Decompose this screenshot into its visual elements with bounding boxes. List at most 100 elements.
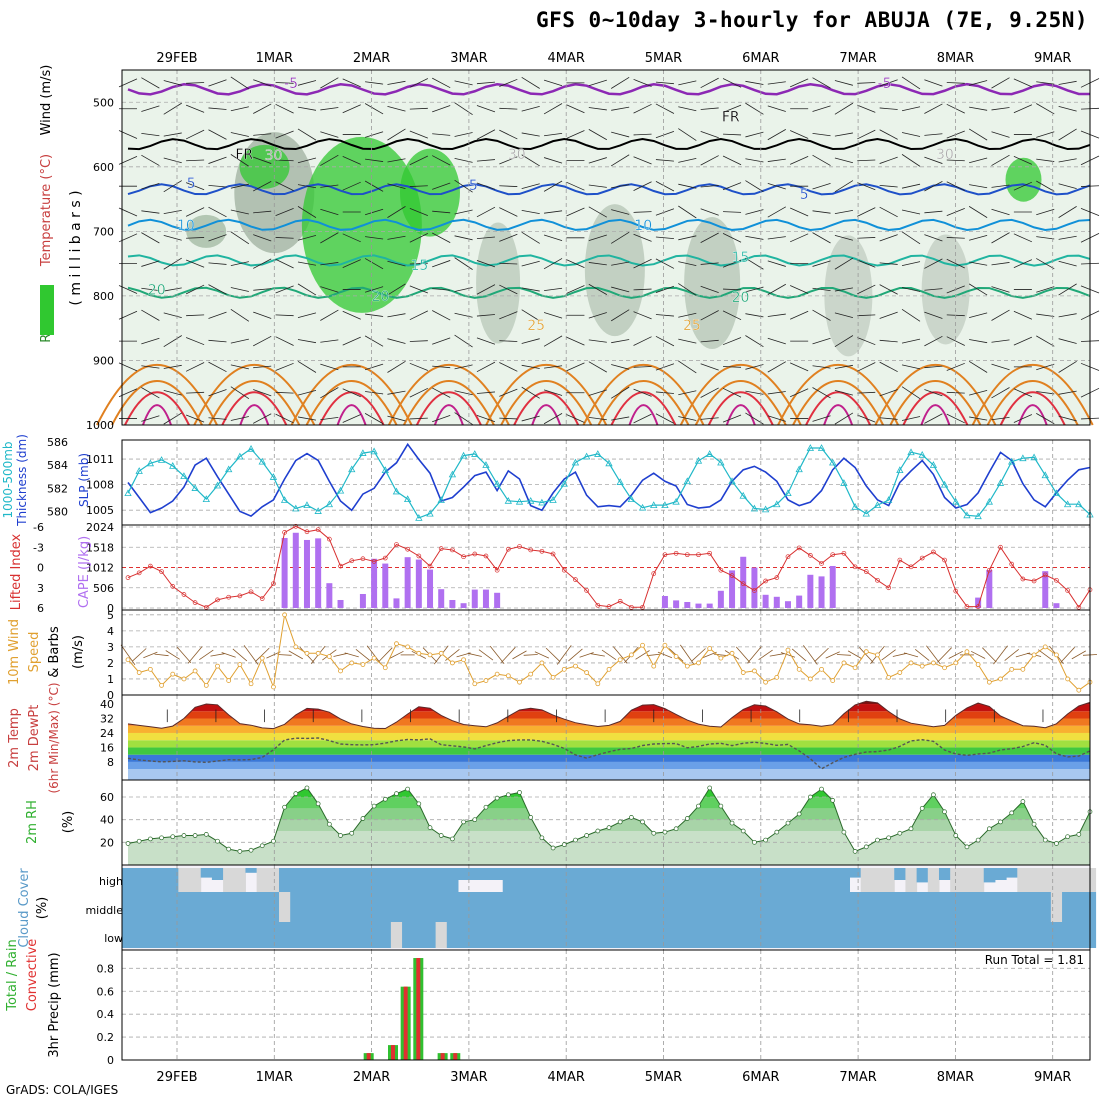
cloud-cell [625,922,638,948]
wind-barb [700,77,719,89]
cloud-cell [1050,868,1063,892]
wind-barb [543,79,563,87]
lifted-index-point [584,588,589,593]
rh-point [282,804,287,810]
temperature-contour [725,404,756,426]
axis-label: 2m DewPt [27,705,42,772]
axis-label: 2m Temp [7,708,22,768]
wind-barb [924,311,943,319]
wind-barb [163,257,182,270]
cloud-cell [659,892,672,922]
cloud-cell [771,868,783,892]
lifted-index-point [796,545,802,551]
wind-speed-point [338,668,343,674]
cloud-cell [200,892,213,922]
wind-barb [700,232,719,243]
cloud-cell [748,922,761,948]
date-label-bottom: 5MAR [645,1070,682,1085]
wind-barb [521,386,540,399]
temperature-contour [290,364,413,426]
rh-point [785,820,791,826]
wind-speed-point [248,681,254,687]
wind-barb [633,103,652,114]
lifted-index-point [1054,577,1059,583]
wind-barb [230,338,249,344]
wind-barb [767,391,786,395]
temperature-contour [777,364,899,426]
lifted-index-point [1031,578,1037,584]
chart-title: GFS 0~10day 3-hourly for ABUJA (7E, 9.25… [535,8,1088,32]
rh-point [360,816,366,821]
cloud-cell [491,892,504,922]
cloud-cell [279,892,291,922]
wind-speed-point [807,676,813,682]
rh-band [128,819,1090,831]
cloud-cell [636,892,649,922]
lifted-index-point [472,551,478,557]
wind-barb [970,650,986,659]
wind-barb [635,650,650,660]
wind-barb [208,234,227,242]
wind-barb [275,208,294,216]
lifted-index-point [271,581,276,587]
rh-point [1020,799,1026,804]
cloud-cell [200,868,213,878]
rh-point [606,825,612,830]
date-label-top: 29FEB [156,51,197,66]
wind-barb [1058,158,1077,163]
cloud-cell [815,922,828,948]
axis-label: (%) [35,897,50,920]
cloud-cell [1006,922,1018,948]
slp-point [896,466,904,474]
wind-speed-point [763,679,769,685]
lifted-index-point [360,556,366,562]
wind-barb [186,314,205,317]
wind-barb [1036,391,1055,395]
wind-barb [476,129,496,140]
temperature-contour [500,380,593,426]
cloud-cell [390,922,403,948]
wind-barb [297,360,317,373]
wind-speed-point [349,660,355,666]
cloud-cell [972,892,985,922]
rh-point [673,826,679,832]
axis-label: CAPE (J/kg) [77,536,92,608]
wind-barb [253,365,272,369]
wind-barb [476,284,496,295]
wind-barb [208,361,227,373]
cloud-cell [815,868,828,892]
rh-point [215,838,220,844]
cape-bar [784,601,791,608]
lifted-index-point [349,558,355,564]
wind-barb [185,259,205,268]
wind-speed-point [1054,652,1059,658]
wind-barb [946,413,965,424]
slp-point [739,491,747,499]
wind-barb [521,287,540,292]
wind-barb [320,286,339,293]
cloud-cell [916,868,929,883]
rh-legend-swatch [40,285,54,335]
cloud-cell [692,922,705,948]
cloud-cell [737,868,750,892]
wind-barb [968,206,988,218]
wind-barb [364,335,384,347]
date-label-bottom: 1MAR [256,1070,293,1085]
date-label-top: 9MAR [1034,51,1071,66]
wind-barb [879,129,898,140]
wind-barb [812,154,831,166]
wind-barb [365,158,384,162]
lifted-index-point [494,567,500,573]
wind-barb [499,417,518,420]
lifted-index-point [841,550,847,556]
rh-point [998,819,1003,825]
cloud-cell [267,868,280,892]
wind-barb [879,234,898,242]
wind-barb [476,361,496,373]
tick-label: 3 [107,641,114,654]
cloud-cell [513,868,526,892]
wind-barb [745,131,764,138]
cloud-cell [279,922,291,948]
cloud-cell [424,922,437,948]
cloud-cell [871,922,884,948]
